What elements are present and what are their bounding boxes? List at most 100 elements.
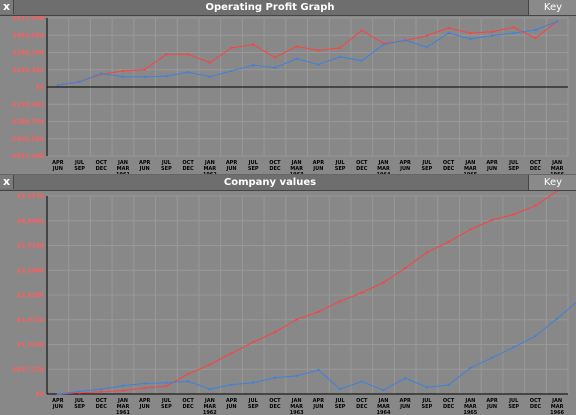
x-tick-label: JAN <box>551 398 562 404</box>
x-tick-label: MAR <box>551 404 564 410</box>
x-tick-label: MAR <box>290 404 303 410</box>
x-tick-label: OCT <box>530 160 542 166</box>
data-point <box>143 386 146 389</box>
close-icon[interactable]: x <box>0 175 14 189</box>
data-point <box>339 46 342 49</box>
x-tick-label: JUN <box>399 404 410 410</box>
data-point <box>425 46 428 49</box>
data-point <box>252 341 255 344</box>
x-tick-label: DEC <box>269 166 281 172</box>
data-point <box>273 331 276 334</box>
x-tick-label: 1961 <box>116 410 130 415</box>
x-tick-label: DEC <box>269 404 281 410</box>
data-point <box>208 61 211 64</box>
data-point <box>447 26 450 29</box>
company-values-titlebar[interactable]: x Company values Key <box>0 175 576 191</box>
x-tick-label: OCT <box>356 398 368 404</box>
x-tick-label: JAN <box>291 398 302 404</box>
x-tick-label: DEC <box>530 166 542 172</box>
data-point <box>100 72 103 75</box>
x-tick-label: JUN <box>312 166 323 172</box>
x-tick-label: JAN <box>464 160 475 166</box>
x-tick-label: 1961 <box>116 172 130 174</box>
data-point <box>100 388 103 391</box>
x-tick-label: JUN <box>486 404 497 410</box>
x-tick-label: 1965 <box>463 410 477 415</box>
y-tick-label: £0 <box>36 84 44 91</box>
data-point <box>469 367 472 370</box>
data-point <box>165 385 168 388</box>
x-tick-label: OCT <box>530 398 542 404</box>
y-tick-label: £3,943k <box>17 243 45 250</box>
data-point <box>78 391 81 394</box>
x-tick-label: OCT <box>96 398 108 404</box>
x-tick-label: APR <box>226 398 238 404</box>
x-tick-label: 1966 <box>550 172 564 174</box>
data-point <box>121 69 124 72</box>
x-tick-label: SEP <box>508 404 519 410</box>
key-button[interactable]: Key <box>528 175 576 190</box>
x-tick-label: DEC <box>96 404 108 410</box>
data-point <box>425 386 428 389</box>
series-line <box>57 191 558 395</box>
y-tick-label: £268,704 <box>12 50 44 57</box>
x-tick-label: SEP <box>248 404 259 410</box>
data-point <box>252 43 255 46</box>
x-tick-label: JUL <box>508 398 519 404</box>
x-tick-label: JAN <box>464 398 475 404</box>
data-point <box>382 389 385 392</box>
x-tick-label: JAN <box>204 160 215 166</box>
x-tick-label: 1964 <box>377 172 391 174</box>
x-tick-label: JUN <box>52 166 63 172</box>
data-point <box>339 300 342 303</box>
data-point <box>121 384 124 387</box>
y-tick-label: -£268,704 <box>10 119 44 126</box>
data-point <box>534 334 537 337</box>
data-point <box>273 56 276 59</box>
x-tick-label: SEP <box>335 404 346 410</box>
close-icon[interactable]: x <box>0 0 14 14</box>
x-tick-label: OCT <box>356 160 368 166</box>
data-point <box>491 218 494 221</box>
data-point <box>404 377 407 380</box>
data-point <box>121 75 124 78</box>
x-tick-label: JUN <box>225 404 236 410</box>
data-point <box>534 204 537 207</box>
data-point <box>339 55 342 58</box>
x-tick-label: JUL <box>335 160 346 166</box>
data-point <box>317 368 320 371</box>
data-point <box>208 363 211 366</box>
x-tick-label: JUN <box>139 166 150 172</box>
data-point <box>208 75 211 78</box>
x-tick-label: JAN <box>117 160 128 166</box>
x-tick-label: 1963 <box>290 410 304 415</box>
data-point <box>56 393 59 395</box>
data-point <box>491 356 494 359</box>
data-point <box>404 39 407 42</box>
data-point <box>78 390 81 393</box>
data-point <box>230 352 233 355</box>
y-tick-label: £537,408 <box>12 16 44 22</box>
key-button[interactable]: Key <box>528 0 576 15</box>
data-point <box>447 383 450 386</box>
x-tick-label: JUL <box>421 160 432 166</box>
data-point <box>469 32 472 35</box>
data-point <box>165 75 168 78</box>
data-point <box>143 68 146 71</box>
y-tick-label: £1,971k <box>17 317 45 324</box>
data-point <box>491 30 494 33</box>
data-point <box>556 191 559 192</box>
data-point <box>252 381 255 384</box>
y-tick-label: -£537,408 <box>10 153 44 160</box>
x-tick-label: JAN <box>117 398 128 404</box>
x-tick-label: MAR <box>377 166 390 172</box>
operating-profit-titlebar[interactable]: x Operating Profit Graph Key <box>0 0 576 16</box>
x-tick-label: JUL <box>161 398 172 404</box>
data-point <box>512 32 515 35</box>
data-point <box>295 57 298 60</box>
operating-profit-chart: £537,408 £403,056 £268,704 £134,352 £0 -£134,… <box>10 16 569 174</box>
x-tick-label: OCT <box>182 160 194 166</box>
x-tick-label: JAN <box>378 160 389 166</box>
series-line <box>57 21 558 86</box>
data-point <box>273 376 276 379</box>
